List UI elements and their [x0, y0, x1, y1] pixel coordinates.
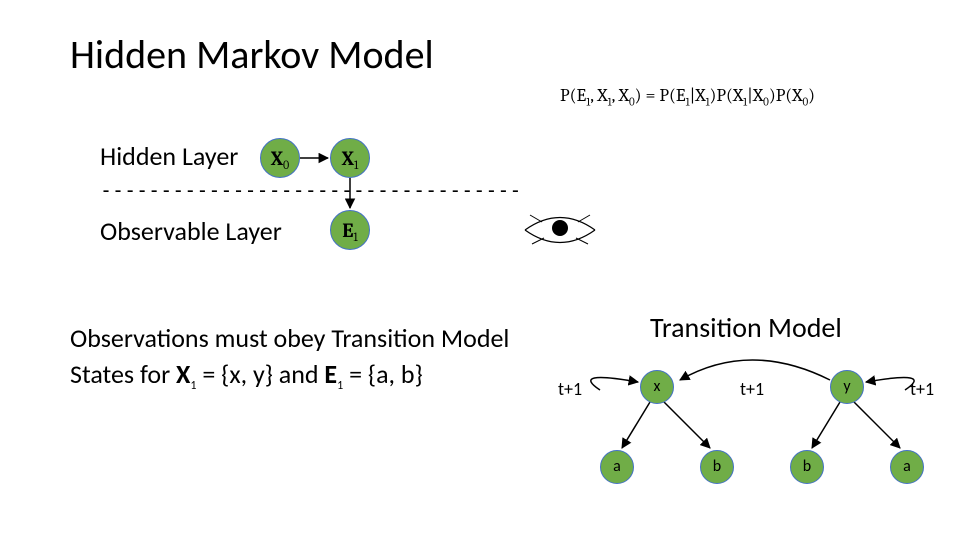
edge-label-mid: t+1 [740, 378, 764, 400]
observable-layer-label: Observable Layer [100, 215, 282, 247]
node-x1: X1 [330, 138, 370, 178]
layer-divider: ----------------------------------- [100, 178, 521, 202]
transition-model-title: Transition Model [650, 310, 842, 345]
page-title: Hidden Markov Model [70, 30, 434, 79]
trans-node-a1: a [600, 450, 634, 484]
edge-label-right: t+1 [910, 378, 934, 400]
trans-node-b2: b [790, 450, 824, 484]
probability-formula: P(E1, X1, X0) = P(E1|X1)P(X1|X0)P(X0) [560, 85, 815, 109]
node-x0: X0 [260, 138, 300, 178]
node-e1: E1 [330, 210, 370, 250]
hidden-layer-label: Hidden Layer [100, 140, 238, 172]
observations-text: Observations must obey Transition ModelS… [70, 320, 509, 395]
edge-label-left: t+1 [558, 378, 582, 400]
trans-node-b1: b [700, 450, 734, 484]
eye-icon [520, 200, 600, 260]
trans-node-y: y [830, 370, 864, 404]
trans-node-a2: a [890, 450, 924, 484]
trans-node-x: x [640, 370, 674, 404]
